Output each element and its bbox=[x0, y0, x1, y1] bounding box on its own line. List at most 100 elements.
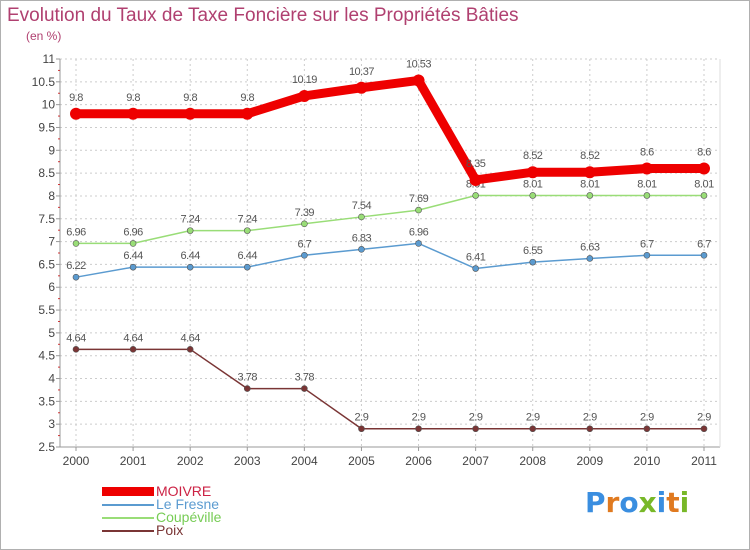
data-point bbox=[243, 263, 251, 271]
series-le-fresne: 6.22 6.44 6.44 6.44 6.7 6.83 6.96 6.41 6.55 6.63 6… bbox=[66, 226, 712, 281]
series-poix: 4.64 4.64 4.64 3.78 3.78 2.9 2.9 2.9 2.9 2.9 2.9 2.… bbox=[66, 332, 712, 433]
legend-swatch bbox=[102, 516, 154, 519]
y-tick-label: 4.5 bbox=[38, 349, 55, 363]
data-point bbox=[358, 425, 365, 433]
logo-letter: r bbox=[605, 486, 620, 519]
data-point bbox=[700, 251, 708, 259]
logo-letter: i bbox=[656, 486, 667, 519]
logo-letter: i bbox=[679, 486, 690, 519]
data-label: 8.6 bbox=[697, 147, 711, 159]
data-point bbox=[700, 192, 708, 199]
x-tick-label: 2002 bbox=[177, 454, 204, 468]
x-tick-label: 2004 bbox=[291, 454, 318, 468]
data-label: 6.96 bbox=[123, 226, 143, 238]
x-tick-label: 2008 bbox=[519, 454, 546, 468]
data-point bbox=[643, 192, 651, 199]
y-axis-unit-label: (en %) bbox=[26, 29, 62, 43]
y-tick-label: 3.5 bbox=[38, 394, 55, 408]
data-point bbox=[129, 240, 137, 247]
data-label: 2.9 bbox=[640, 412, 654, 424]
data-point bbox=[586, 425, 594, 433]
data-point bbox=[243, 385, 251, 392]
plot-area bbox=[60, 59, 720, 447]
data-label: 8.6 bbox=[640, 147, 654, 159]
y-tick-label: 5 bbox=[48, 326, 55, 340]
data-label: 6.22 bbox=[66, 260, 86, 272]
data-point bbox=[72, 346, 80, 353]
data-label: 4.64 bbox=[123, 332, 143, 344]
data-label: 7.24 bbox=[180, 214, 200, 226]
y-tick-label: 10.5 bbox=[32, 75, 56, 89]
data-point bbox=[700, 425, 708, 433]
data-point bbox=[529, 258, 537, 266]
data-label: 8.52 bbox=[523, 150, 543, 162]
data-point bbox=[529, 192, 537, 199]
data-point bbox=[127, 107, 140, 120]
data-label: 6.7 bbox=[297, 238, 311, 250]
data-label: 8.35 bbox=[466, 158, 486, 170]
y-tick-label: 8.5 bbox=[38, 166, 55, 180]
data-point bbox=[184, 107, 197, 120]
logo-letter: t bbox=[666, 486, 680, 519]
x-tick-label: 2011 bbox=[691, 454, 717, 468]
data-label: 9.8 bbox=[240, 92, 254, 104]
data-label: 2.9 bbox=[526, 412, 540, 424]
data-label: 3.78 bbox=[238, 372, 258, 384]
legend-item: Coupéville bbox=[102, 509, 222, 525]
data-label: 9.8 bbox=[183, 92, 197, 104]
y-tick-label: 7 bbox=[48, 235, 55, 249]
data-point bbox=[186, 263, 194, 271]
legend-item: Le Fresne bbox=[102, 496, 221, 512]
data-point bbox=[358, 246, 365, 253]
series-coup-ville: 6.96 6.96 7.24 7.24 7.39 7.54 7.69 8.01 8.01 8.01… bbox=[66, 178, 715, 247]
data-label: 6.96 bbox=[66, 226, 86, 238]
data-label: 8.01 bbox=[580, 178, 600, 190]
data-label: 9.8 bbox=[126, 92, 140, 104]
data-label: 6.44 bbox=[180, 250, 200, 262]
y-tick-label: 9 bbox=[48, 143, 55, 157]
proxiti-logo: Proxiti bbox=[585, 486, 689, 519]
legend-label: Le Fresne bbox=[156, 496, 220, 512]
data-point bbox=[472, 425, 479, 433]
series-line bbox=[71, 75, 709, 185]
x-tick-label: 2003 bbox=[234, 454, 261, 468]
data-point bbox=[355, 81, 368, 94]
y-tick-label: 11 bbox=[43, 52, 56, 66]
x-tick-label: 2005 bbox=[348, 454, 375, 468]
y-tick-label: 8 bbox=[48, 189, 55, 203]
data-point bbox=[129, 263, 137, 271]
data-label: 6.7 bbox=[697, 238, 711, 250]
data-label: 2.9 bbox=[355, 412, 369, 424]
data-label: 2.9 bbox=[469, 412, 483, 424]
y-tick-label: 4 bbox=[48, 372, 55, 386]
data-point bbox=[586, 255, 594, 262]
data-point bbox=[529, 425, 537, 433]
data-point bbox=[241, 107, 254, 120]
data-label: 4.64 bbox=[180, 332, 200, 344]
y-tick-label: 3 bbox=[48, 417, 55, 431]
data-point bbox=[640, 162, 653, 175]
data-label: 7.24 bbox=[238, 214, 258, 226]
data-point bbox=[301, 251, 308, 259]
data-label: 6.63 bbox=[580, 241, 600, 253]
legend-label: MOIVRE bbox=[156, 483, 212, 499]
data-point bbox=[698, 162, 710, 175]
data-point bbox=[186, 346, 194, 353]
legend-label: Poix bbox=[156, 522, 184, 538]
logo-letter: x bbox=[638, 486, 657, 519]
data-point bbox=[415, 425, 422, 433]
legend-item: MOIVRE bbox=[102, 483, 221, 499]
series-moivre: 9.8 9.8 9.8 9.8 10.19 10.37 10.53 8.35 8.52 8.52 8… bbox=[69, 58, 712, 186]
data-point bbox=[415, 206, 422, 214]
data-point bbox=[72, 240, 80, 247]
y-tick-label: 7.5 bbox=[38, 212, 55, 226]
series-line bbox=[75, 194, 705, 245]
data-point bbox=[301, 385, 308, 392]
data-label: 6.55 bbox=[523, 245, 543, 257]
legend-label: Coupéville bbox=[156, 509, 222, 525]
data-point bbox=[472, 265, 479, 272]
chart-title: Evolution du Taux de Taxe Foncière sur l… bbox=[7, 5, 519, 26]
data-label: 8.52 bbox=[580, 150, 600, 162]
data-label: 6.41 bbox=[466, 252, 486, 264]
